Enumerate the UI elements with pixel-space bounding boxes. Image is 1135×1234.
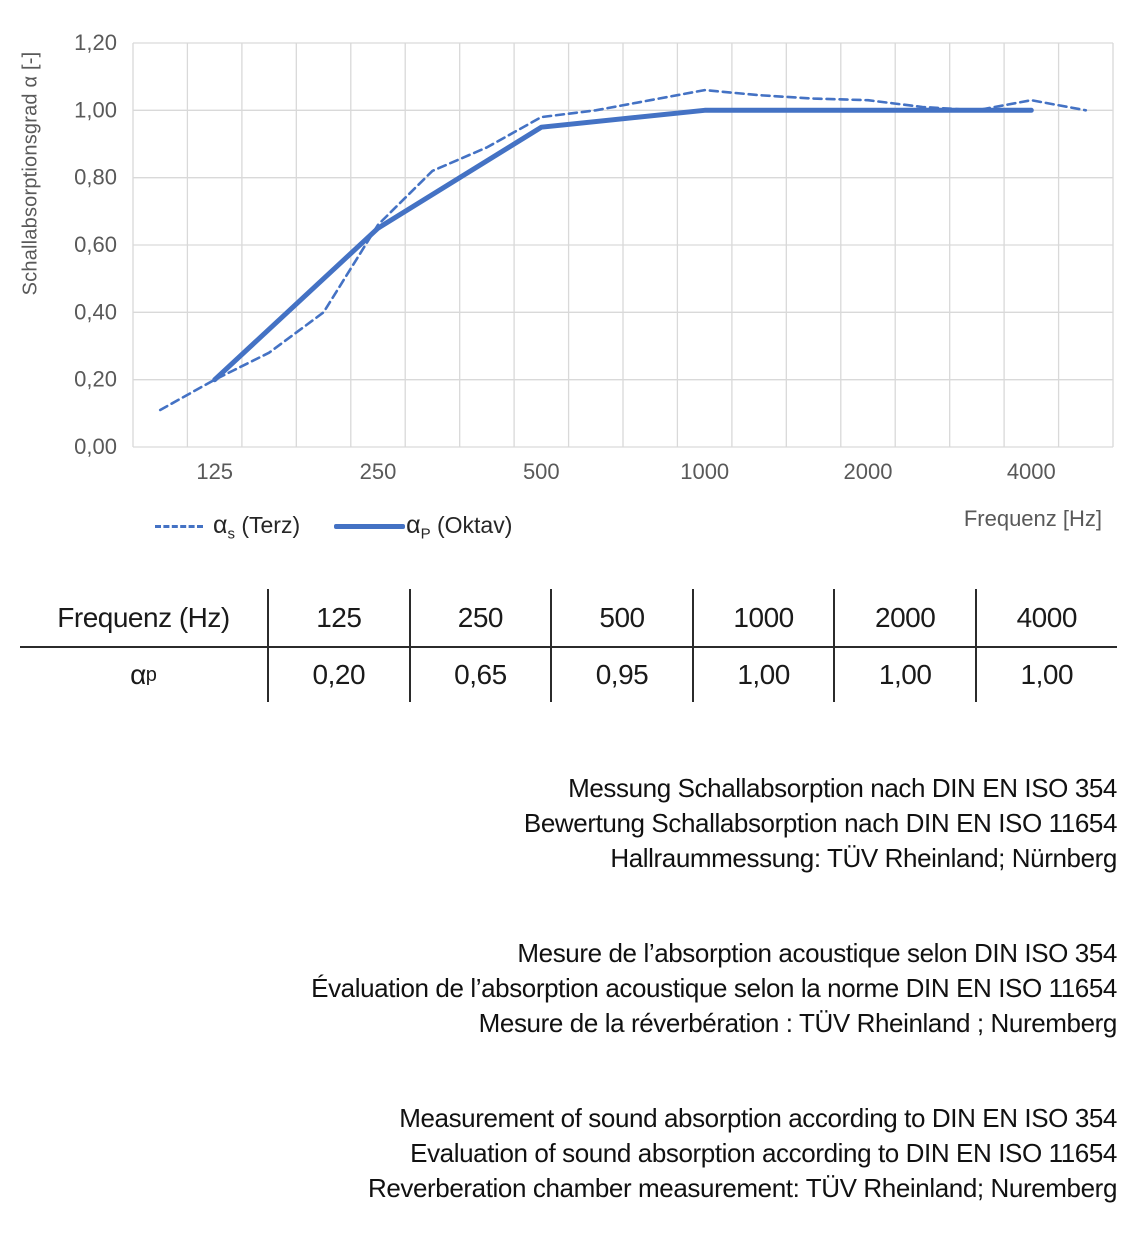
- notes-french: Mesure de l’absorption acoustique selon …: [311, 936, 1117, 1041]
- table-header-cell: Frequenz (Hz): [20, 589, 267, 648]
- notes-german: Messung Schallabsorption nach DIN EN ISO…: [523, 771, 1118, 876]
- note-line: Measurement of sound absorption accordin…: [399, 1103, 1117, 1133]
- absorption-line-chart: 0,00 0,20 0,40 0,60 0,80 1,00 1,20 125 250 500 100…: [74, 30, 1114, 484]
- table-value-cell: 0,20: [267, 648, 409, 702]
- dashed-line-swatch: [155, 525, 203, 529]
- table-header-cell: 2000: [833, 589, 975, 648]
- alpha-symbol: α: [406, 511, 421, 539]
- table-header-cell: 4000: [974, 589, 1117, 648]
- y-tick-label: 0,40: [74, 299, 117, 324]
- octave-values-table: Frequenz (Hz) 125 250 500 1000 2000 4000…: [20, 589, 1117, 702]
- note-line: Mesure de l’absorption acoustique selon …: [517, 938, 1117, 968]
- x-tick-label: 250: [360, 459, 397, 484]
- x-tick-label: 1000: [680, 459, 729, 484]
- table-header-cell: 1000: [691, 589, 834, 648]
- note-line: Évaluation de l’absorption acoustique se…: [311, 973, 1117, 1003]
- note-line: Mesure de la réverbération : TÜV Rheinla…: [478, 1008, 1118, 1038]
- x-tick-label: 500: [523, 459, 560, 484]
- note-line: Reverberation chamber measurement: TÜV R…: [367, 1173, 1117, 1203]
- legend-text: (Oktav): [430, 512, 513, 538]
- notes-english: Measurement of sound absorption accordin…: [368, 1101, 1117, 1206]
- y-axis-title: Schallabsorptionsgrad α [-]: [19, 51, 42, 296]
- table-value-cell: 1,00: [833, 648, 975, 702]
- x-tick-label: 2000: [844, 459, 893, 484]
- table-value-cell: 0,95: [550, 648, 692, 702]
- note-line: Messung Schallabsorption nach DIN EN ISO…: [568, 773, 1117, 803]
- chart-legend: αs (Terz) αP (Oktav): [155, 511, 512, 543]
- y-tick-label: 1,20: [74, 30, 117, 55]
- alpha-subscript: s: [227, 525, 235, 543]
- note-line: Evaluation of sound absorption according…: [410, 1138, 1117, 1168]
- legend-text: (Terz): [234, 512, 301, 538]
- table-header-cell: 250: [408, 589, 551, 648]
- x-tick-label: 4000: [1007, 459, 1056, 484]
- y-tick-label: 0,60: [74, 232, 117, 257]
- y-tick-label: 0,00: [74, 434, 117, 459]
- solid-line-swatch: [334, 524, 406, 530]
- note-line: Bewertung Schallabsorption nach DIN EN I…: [523, 808, 1118, 838]
- legend-label-oktav: αP (Oktav): [406, 511, 512, 543]
- note-line: Hallraummessung: TÜV Rheinland; Nürnberg: [610, 843, 1117, 873]
- table-value-cell: 1,00: [691, 648, 834, 702]
- legend-label-terz: αs (Terz): [213, 511, 300, 543]
- terz-series-line: [158, 88, 1088, 412]
- alpha-symbol: α: [130, 659, 146, 690]
- alpha-subscript: p: [145, 663, 157, 686]
- y-tick-label: 1,00: [74, 97, 117, 122]
- x-axis-title: Frequenz [Hz]: [963, 506, 1102, 531]
- table-header-cell: 125: [267, 589, 409, 648]
- legend-item-terz: αs (Terz): [155, 511, 300, 543]
- x-tick-label: 125: [196, 459, 233, 484]
- table-value-cell: 1,00: [974, 648, 1117, 702]
- oktav-series-line: [212, 107, 1034, 383]
- alpha-subscript: P: [420, 525, 431, 543]
- y-tick-label: 0,80: [74, 165, 117, 190]
- legend-item-oktav: αP (Oktav): [334, 511, 512, 543]
- table-value-cell: 0,65: [408, 648, 551, 702]
- table-header-cell: 500: [550, 589, 692, 648]
- alpha-symbol: α: [213, 511, 228, 539]
- y-tick-label: 0,20: [74, 367, 117, 392]
